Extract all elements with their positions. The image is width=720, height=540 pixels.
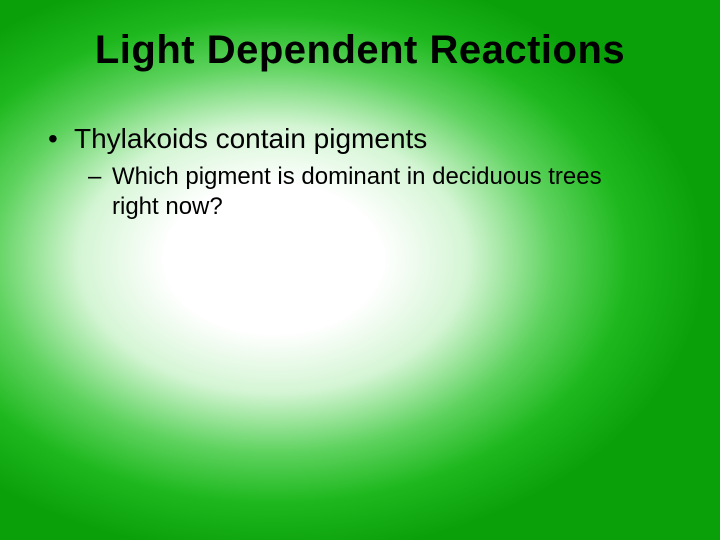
- bullet-text: Thylakoids contain pigments: [74, 122, 427, 156]
- slide: Light Dependent Reactions • Thylakoids c…: [0, 0, 720, 540]
- sub-bullet-marker: –: [88, 162, 102, 192]
- sub-bullet-text: Which pigment is dominant in deciduous t…: [112, 162, 652, 222]
- bullet-marker: •: [48, 122, 62, 156]
- bullet-item: • Thylakoids contain pigments: [48, 122, 672, 156]
- sub-bullet-item: – Which pigment is dominant in deciduous…: [88, 162, 672, 222]
- slide-title: Light Dependent Reactions: [0, 28, 720, 73]
- slide-content: • Thylakoids contain pigments – Which pi…: [48, 122, 672, 222]
